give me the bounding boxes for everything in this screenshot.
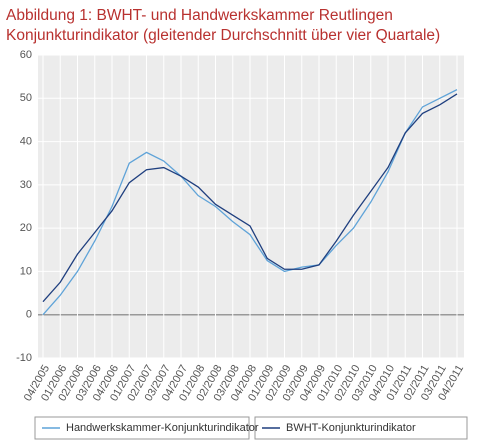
y-tick-label: -10 — [16, 352, 32, 364]
legend-box — [254, 416, 468, 440]
chart-title: Konjunkturindikator (gleitender Durchsch… — [6, 27, 440, 44]
legend-box — [34, 416, 250, 440]
legend-text: BWHT-Konjunkturindikator — [286, 422, 416, 434]
plot-background — [38, 55, 464, 358]
series-line — [42, 93, 458, 303]
y-tick-label: 10 — [20, 265, 32, 277]
y-tick-label: 30 — [20, 179, 32, 191]
y-tick-label: 60 — [20, 49, 32, 61]
chart-title: Abbildung 1: BWHT- und Handwerkskammer R… — [6, 7, 393, 24]
y-tick-label: 40 — [20, 135, 32, 147]
y-tick-label: 50 — [20, 92, 32, 104]
legend-text: Handwerkskammer-Konjunkturindikator — [66, 422, 259, 434]
series-line — [42, 89, 458, 316]
y-tick-label: 20 — [20, 222, 32, 234]
y-tick-label: 0 — [26, 309, 32, 321]
